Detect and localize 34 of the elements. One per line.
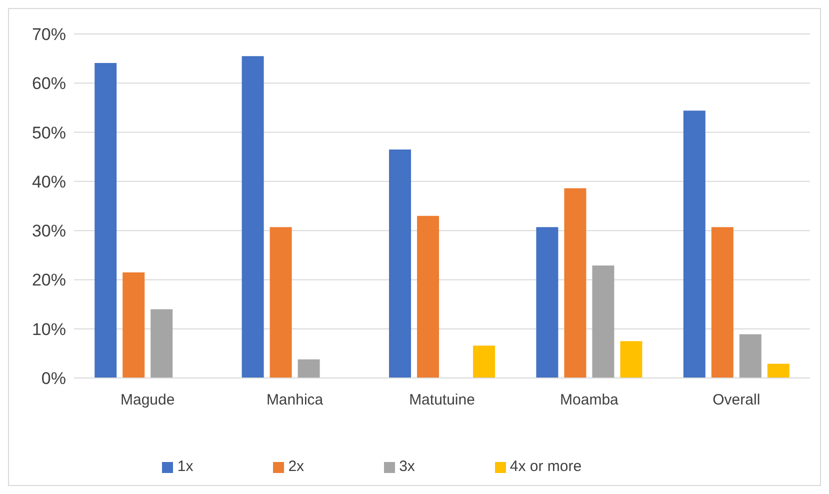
y-tick-label: 60% <box>32 74 66 94</box>
bar <box>739 334 762 378</box>
bar <box>389 149 412 378</box>
legend-label: 4x or more <box>510 458 582 475</box>
bar <box>536 227 558 378</box>
x-tick-label: Manhica <box>266 392 324 409</box>
x-tick-label: Matutuine <box>409 392 475 409</box>
legend-label: 1x <box>177 458 194 475</box>
x-tick-label: Overall <box>712 392 760 409</box>
bar <box>620 341 642 378</box>
bar <box>122 272 145 378</box>
x-tick-label: Magude <box>120 392 175 409</box>
bar <box>270 227 292 378</box>
bar <box>711 227 734 378</box>
y-tick-label: 0% <box>41 369 66 388</box>
bar <box>683 110 706 378</box>
bar <box>767 364 790 378</box>
y-tick-label: 70% <box>32 25 66 44</box>
bar <box>473 346 496 378</box>
y-tick-label: 50% <box>32 123 66 142</box>
bar <box>592 265 614 378</box>
legend-label: 2x <box>288 458 304 475</box>
bar <box>564 188 586 378</box>
y-tick-label: 30% <box>32 222 66 241</box>
y-tick-label: 10% <box>32 320 66 339</box>
bar <box>417 216 440 378</box>
x-tick-label: Moamba <box>560 392 620 409</box>
bar <box>242 56 264 378</box>
y-tick-label: 40% <box>32 172 66 192</box>
bar <box>298 359 320 378</box>
bar <box>150 309 173 378</box>
legend-label: 3x <box>399 458 415 475</box>
y-tick-label: 20% <box>32 270 66 290</box>
bar <box>94 62 117 378</box>
